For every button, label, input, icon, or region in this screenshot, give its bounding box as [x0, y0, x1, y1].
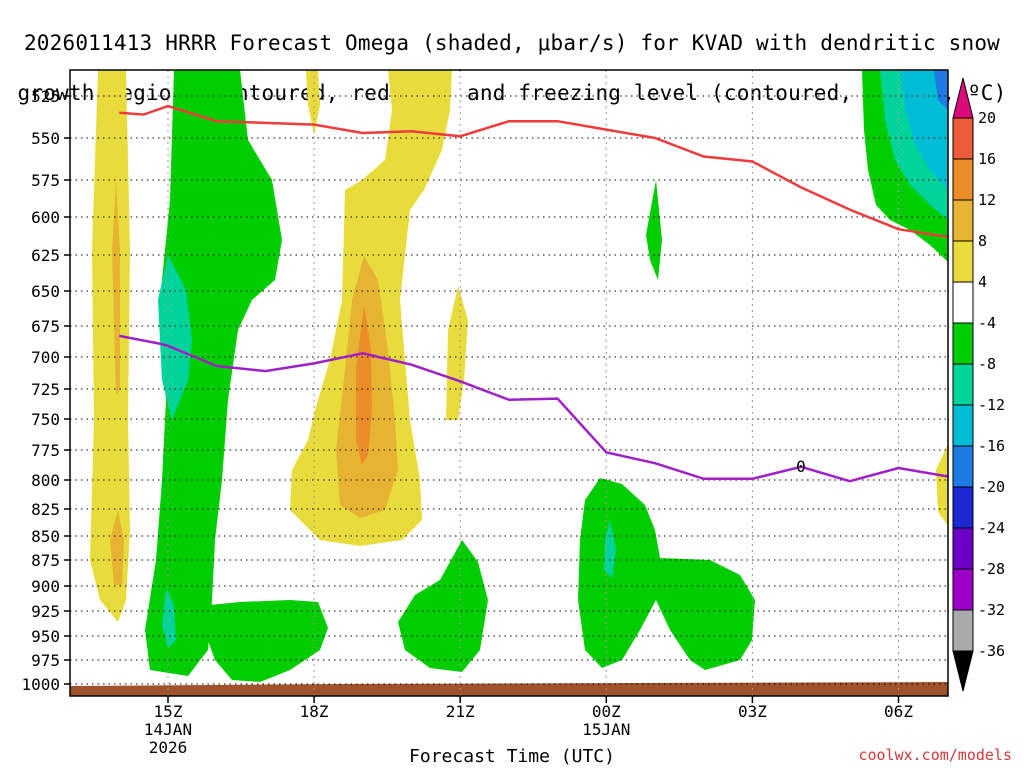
omega-shading	[90, 70, 948, 682]
colorbar-over-arrow	[952, 77, 974, 119]
y-tick-label: 575	[31, 171, 60, 190]
colorbar-label: 4	[978, 273, 987, 291]
colorbar-segment	[952, 199, 974, 242]
x-tick-label: 21Z	[446, 702, 475, 721]
y-tick-label: 675	[31, 317, 60, 336]
x-tick-year: 2026	[149, 738, 188, 757]
colorbar-segment	[952, 486, 974, 529]
shade-teal-bottom	[162, 588, 176, 648]
y-tick-label: 925	[31, 602, 60, 621]
colorbar-label: 16	[978, 150, 996, 168]
y-tick-label: 775	[31, 441, 60, 460]
freezing-level-contour	[119, 334, 948, 483]
shade-teal-left	[158, 255, 192, 420]
y-tick-label: 600	[31, 208, 60, 227]
colorbar-label: -12	[978, 396, 1005, 414]
colorbar-segment	[952, 404, 974, 447]
dendritic-growth-contour	[119, 104, 948, 239]
colorbar-segment	[952, 158, 974, 201]
y-tick-label: 800	[31, 471, 60, 490]
colorbar-segment	[952, 281, 974, 324]
y-tick-label: 650	[31, 282, 60, 301]
y-tick-label: 825	[31, 500, 60, 519]
colorbar-segment	[952, 240, 974, 283]
colorbar-label: -20	[978, 478, 1005, 496]
shade-orange-left-upper	[112, 180, 120, 395]
shade-green-bottom-left	[200, 600, 328, 682]
colorbar-segment	[952, 117, 974, 160]
x-tick-label: 00Z	[592, 702, 621, 721]
shade-cyan-upper-right	[900, 70, 948, 190]
y-tick-label: 525	[31, 87, 60, 106]
x-tick-label: 03Z	[738, 702, 767, 721]
shade-yellow-left	[90, 70, 130, 622]
y-tick-label: 875	[31, 551, 60, 570]
shade-teal-right-bottom	[604, 520, 616, 578]
shade-yellow-mid-small	[446, 286, 468, 420]
colorbar-label: -28	[978, 560, 1005, 578]
shade-darkorange-center	[356, 305, 372, 465]
freezing-level-label: 0	[796, 457, 806, 476]
x-tick-date: 14JAN	[144, 720, 192, 739]
terrain-slope	[70, 682, 948, 686]
colorbar-segment	[952, 322, 974, 365]
x-tick-label: 06Z	[884, 702, 913, 721]
colorbar-label: 12	[978, 191, 996, 209]
y-axis: 525 550 575 600 625 650 675 700 725 750 775 800 825 8…	[21, 87, 70, 694]
x-tick-date: 15JAN	[582, 720, 630, 739]
chart-title-line1: 2026011413 HRRR Forecast Omega (shaded, …	[23, 31, 1001, 55]
x-tick-label: 18Z	[300, 702, 329, 721]
colorbar-label: -4	[978, 314, 996, 332]
colorbar-segment	[952, 568, 974, 611]
y-tick-label: 725	[31, 380, 60, 399]
terrain-ground	[70, 686, 948, 696]
colorbar-label: -24	[978, 519, 1005, 537]
colorbar-label: 20	[978, 109, 996, 127]
x-tick-label: 15Z	[154, 702, 183, 721]
shade-green-bottom-mid	[398, 540, 488, 672]
grid	[70, 70, 948, 696]
shade-yellow-top-small	[306, 70, 320, 135]
colorbar-segment	[952, 527, 974, 570]
colorbar: -36 -32 -28 -24 -20 -16 -12 -8 -4 4 8 12 16 20	[952, 77, 1005, 692]
colorbar-label: -32	[978, 601, 1005, 619]
shade-blue-upper-right	[934, 70, 948, 110]
colorbar-segment	[952, 609, 974, 652]
plot-frame	[69, 69, 949, 697]
shade-green-bottom-right	[578, 478, 755, 670]
colorbar-label: -8	[978, 355, 996, 373]
watermark-text: coolwx.com/models	[858, 746, 1012, 764]
y-tick-label: 900	[31, 577, 60, 596]
shade-green-left	[145, 70, 282, 676]
y-tick-label: 550	[31, 129, 60, 148]
y-tick-label: 850	[31, 527, 60, 546]
shade-orange-left-lower	[110, 510, 124, 585]
y-tick-label: 950	[31, 627, 60, 646]
colorbar-under-arrow	[952, 650, 974, 692]
colorbar-label: 8	[978, 232, 987, 250]
x-axis-label: Forecast Time (UTC)	[409, 746, 615, 767]
shade-green-small-spike	[646, 180, 662, 280]
y-tick-label: 1000	[21, 675, 60, 694]
y-tick-label: 700	[31, 348, 60, 367]
colorbar-label: -36	[978, 642, 1005, 660]
y-tick-label: 750	[31, 410, 60, 429]
colorbar-label: -16	[978, 437, 1005, 455]
y-tick-label: 625	[31, 246, 60, 265]
colorbar-segment	[952, 445, 974, 488]
colorbar-segment	[952, 363, 974, 406]
shade-yellow-right-edge	[936, 444, 948, 526]
y-tick-label: 975	[31, 651, 60, 670]
